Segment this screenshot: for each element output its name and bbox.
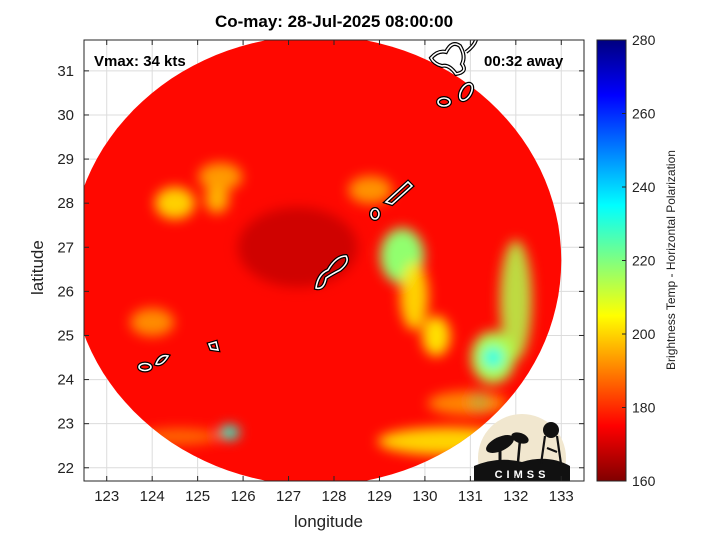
vmax-label: Vmax: 34 kts <box>94 53 186 70</box>
feature-band-sw <box>130 308 175 337</box>
x-axis-ticks: 123 124 125 126 127 128 129 130 131 132 133 <box>94 40 574 505</box>
colorbar <box>596 39 627 482</box>
colorbar-tick-label: 280 <box>632 32 656 48</box>
y-tick-label: 30 <box>57 107 74 124</box>
feature-east-column <box>499 240 532 361</box>
brightness-temp-swath <box>84 40 562 481</box>
x-tick-label: 128 <box>321 488 346 505</box>
x-tick-label: 127 <box>276 488 301 505</box>
y-tick-label: 29 <box>57 151 74 168</box>
y-tick-label: 27 <box>57 239 74 256</box>
colorbar-tick-label: 180 <box>632 400 656 416</box>
feature-rainband-east <box>380 228 451 357</box>
y-tick-label: 28 <box>57 195 74 212</box>
y-tick-label: 23 <box>57 416 74 433</box>
colorbar-tick-label: 160 <box>632 473 656 489</box>
y-tick-label: 31 <box>57 63 74 80</box>
colorbar-tick-label: 220 <box>632 253 656 269</box>
colorbar-tick-label: 200 <box>632 326 656 342</box>
x-tick-label: 126 <box>231 488 256 505</box>
x-tick-label: 133 <box>549 488 574 505</box>
x-tick-label: 125 <box>185 488 210 505</box>
feature-rainband-se-1 <box>471 331 516 384</box>
feature-center-dark <box>237 207 358 288</box>
x-tick-label: 123 <box>94 488 119 505</box>
chart-title: Co-may: 28-Jul-2025 08:00:00 <box>214 12 454 31</box>
feature-south-cell <box>139 425 240 445</box>
y-tick-label: 25 <box>57 327 74 344</box>
x-tick-label: 132 <box>503 488 528 505</box>
colorbar-ticks: 160 180 200 220 240 260 280 <box>622 32 656 489</box>
x-tick-label: 131 <box>458 488 483 505</box>
x-axis-label: longitude <box>294 512 364 531</box>
coastline-outlines <box>137 40 478 373</box>
y-axis-label: latitude <box>28 240 47 295</box>
feature-band-north <box>348 175 393 204</box>
feature-band-west <box>154 185 229 220</box>
y-tick-label: 26 <box>57 283 74 300</box>
y-tick-label: 24 <box>57 372 74 389</box>
colorbar-label: Brightness Temp - Horizontal Polarizatio… <box>664 150 678 370</box>
logo-text: CIMSS <box>495 469 550 481</box>
time-away-label: 00:32 away <box>484 53 564 70</box>
feature-band-nw <box>198 162 243 191</box>
colorbar-tick-label: 240 <box>632 179 656 195</box>
cimss-logo: CIMSS <box>474 414 570 481</box>
x-tick-label: 124 <box>140 488 165 505</box>
y-tick-label: 22 <box>57 460 74 477</box>
x-tick-label: 130 <box>412 488 437 505</box>
colorbar-tick-label: 260 <box>632 106 656 122</box>
y-axis-ticks: 22 23 24 25 26 27 28 29 30 31 <box>57 63 584 477</box>
x-tick-label: 129 <box>367 488 392 505</box>
